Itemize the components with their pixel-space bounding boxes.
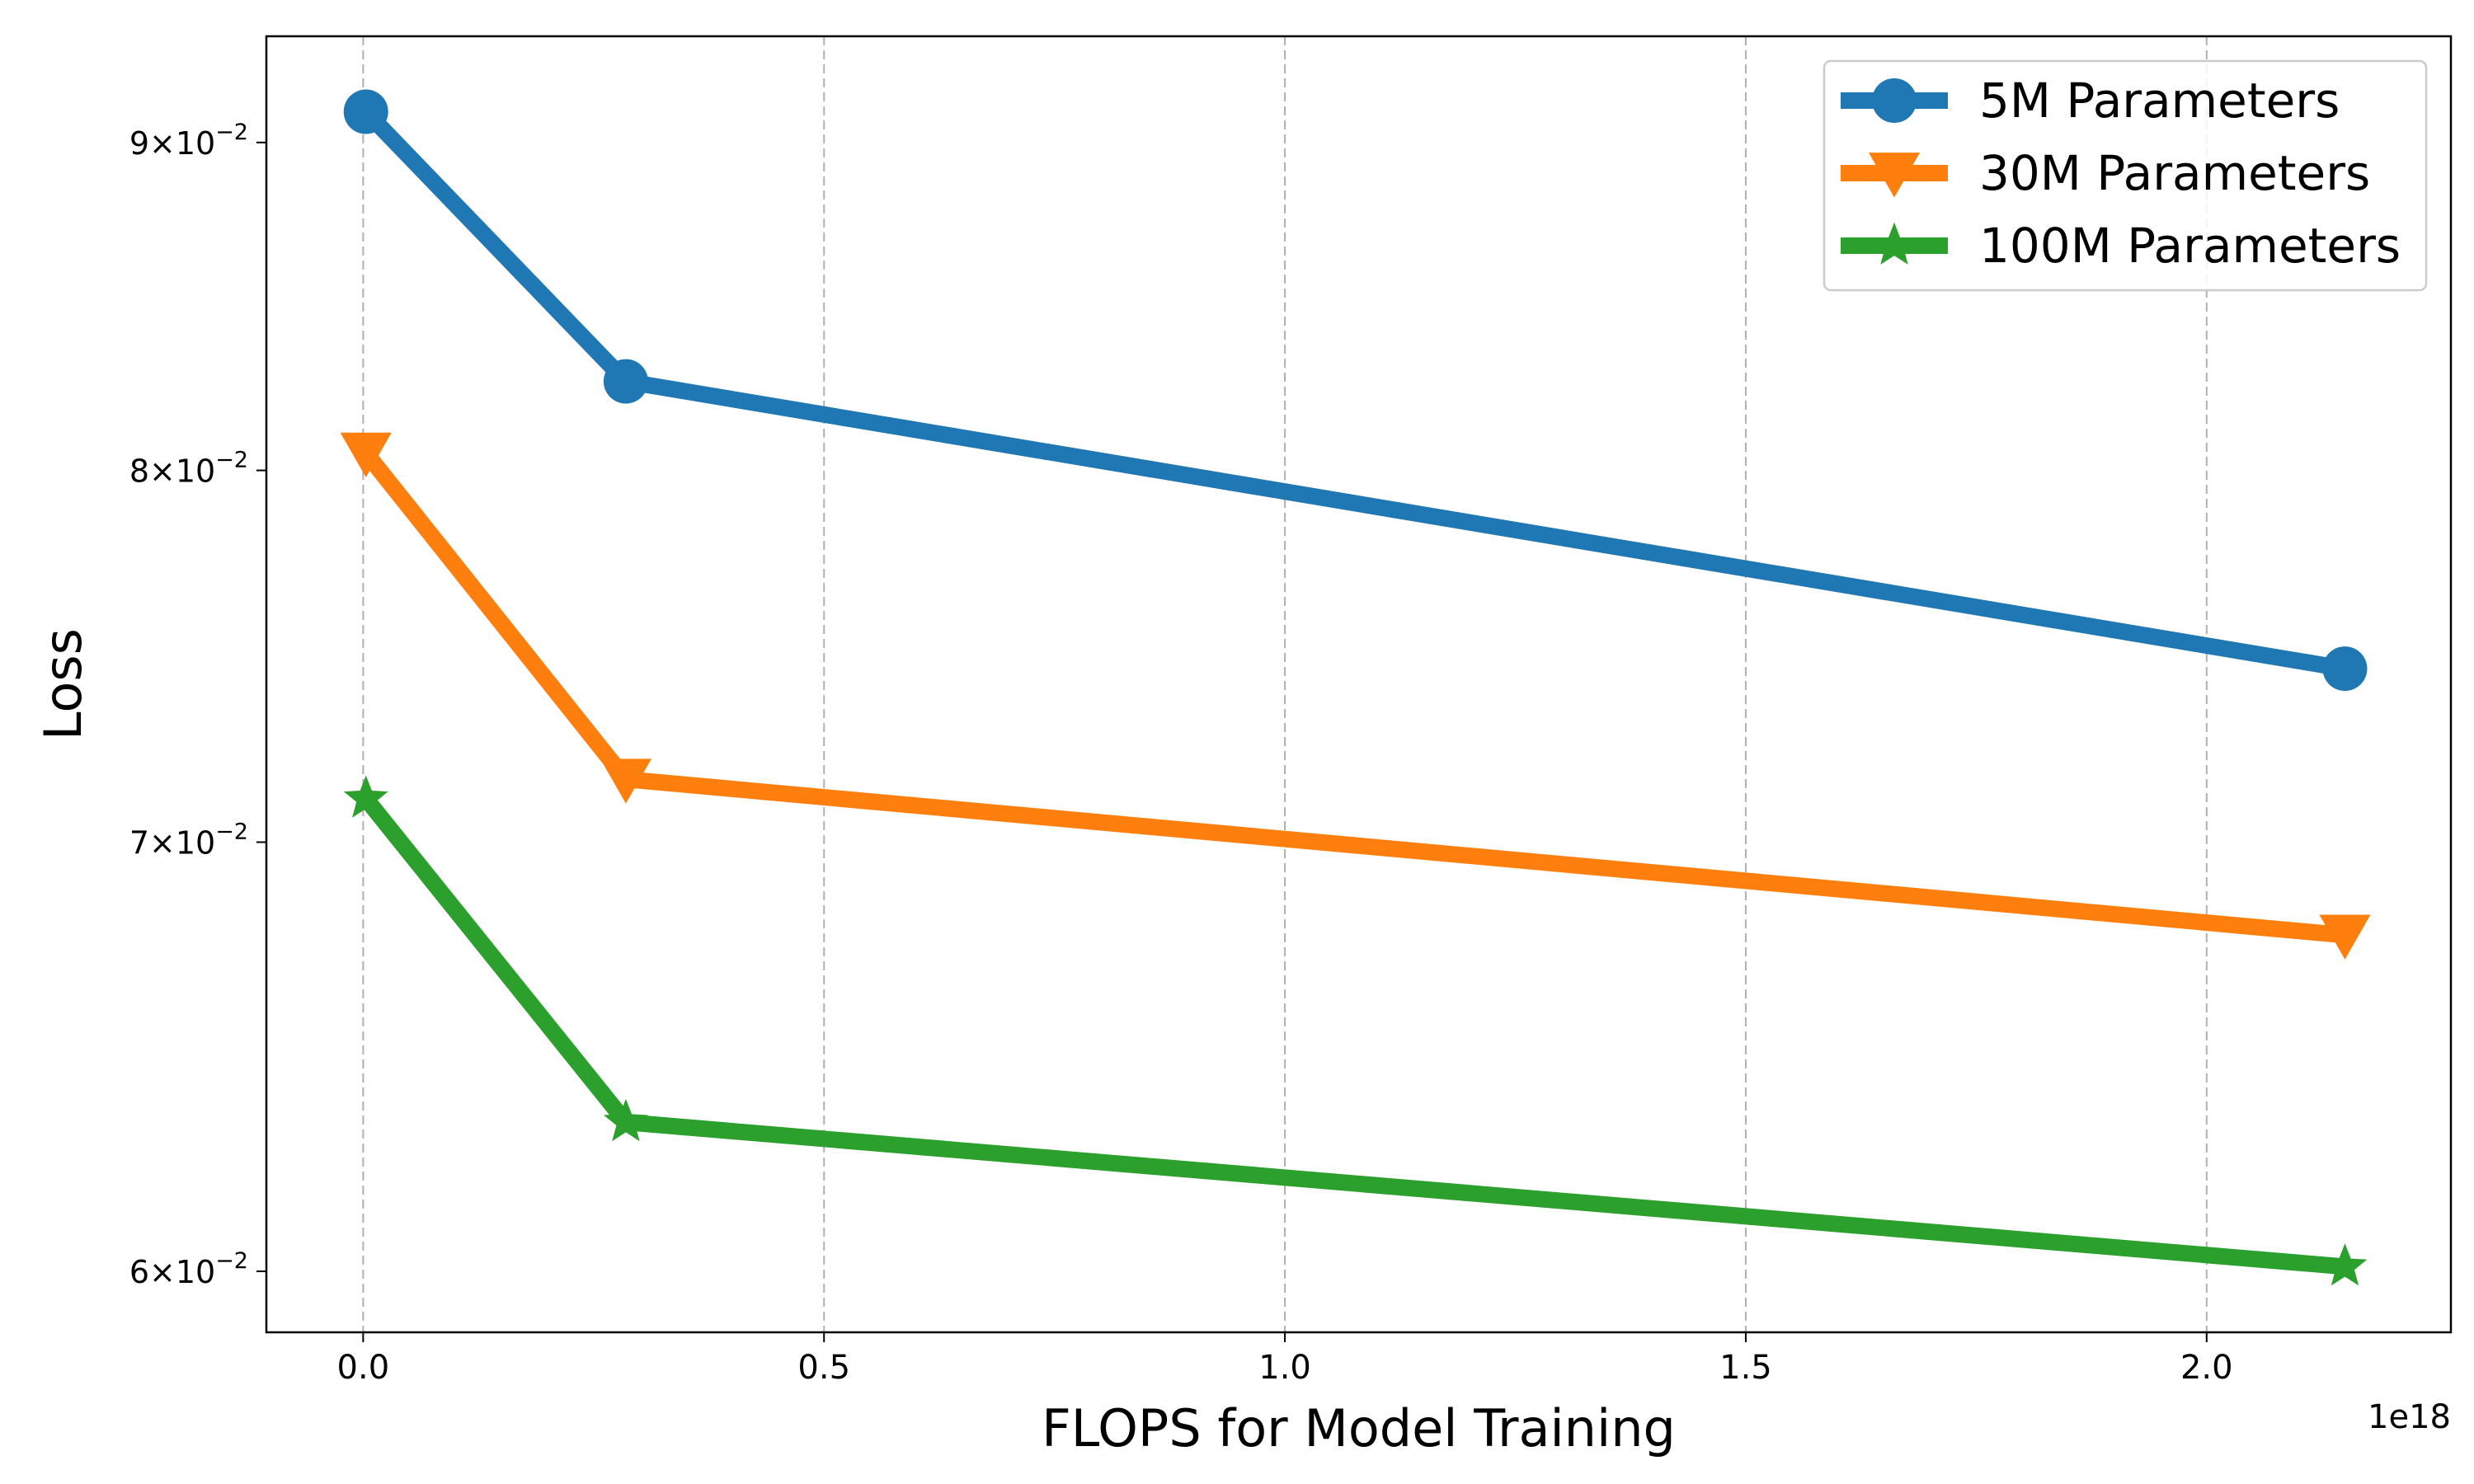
y-tick-label: 9×10−2 [129, 120, 248, 162]
series-2 [340, 432, 2371, 960]
x-tick-label: 2.0 [2180, 1349, 2233, 1387]
legend-marker [1868, 153, 1921, 198]
y-tick-label: 7×10−2 [129, 819, 248, 861]
legend-item: 100M Parameters [1841, 218, 2401, 274]
legend-box [1823, 59, 2428, 292]
data-point-marker [600, 758, 651, 804]
legend: 5M Parameters 30M Parameters 100M Paramete… [1823, 59, 2428, 292]
y-axis-ticks: 6×10−2 7×10−2 8×10−2 9×10−2 [129, 120, 266, 1290]
x-axis-label: FLOPS for Model Training [1042, 1398, 1676, 1458]
data-point-marker [603, 359, 648, 404]
x-tick-label: 0.0 [337, 1349, 390, 1387]
data-point-marker [2322, 646, 2368, 692]
series-line [359, 793, 2346, 1275]
legend-item: 5M Parameters [1841, 73, 2340, 129]
y-tick-label: 8×10−2 [129, 448, 248, 490]
x-axis-ticks: 0.0 0.5 1.0 1.5 2.0 [337, 1332, 2233, 1387]
legend-label: 100M Parameters [1979, 218, 2401, 274]
series-line [359, 448, 2346, 944]
series-3 [343, 775, 2368, 1286]
y-tick-label: 6×10−2 [129, 1248, 248, 1290]
x-tick-label: 1.5 [1719, 1349, 1772, 1387]
legend-label: 30M Parameters [1979, 145, 2370, 201]
data-point-marker [343, 775, 388, 818]
series-1 [343, 89, 2368, 692]
data-point-marker [2319, 914, 2371, 960]
data-point-marker [2322, 1243, 2368, 1286]
data-point-marker [340, 432, 392, 478]
x-tick-label: 1.0 [1258, 1349, 1311, 1387]
data-point-marker [603, 1098, 648, 1142]
series-layer [340, 89, 2371, 1286]
plot-area-frame [265, 35, 2453, 1334]
x-tick-label: 0.5 [797, 1349, 850, 1387]
legend-item: 30M Parameters [1841, 145, 2370, 201]
x-axis-offset-label: 1e18 [2368, 1398, 2451, 1436]
legend-marker [1872, 222, 1917, 265]
legend-marker [1872, 78, 1917, 123]
data-point-marker [343, 89, 388, 134]
y-axis-label: Loss [33, 628, 93, 740]
legend-label: 5M Parameters [1979, 73, 2340, 129]
